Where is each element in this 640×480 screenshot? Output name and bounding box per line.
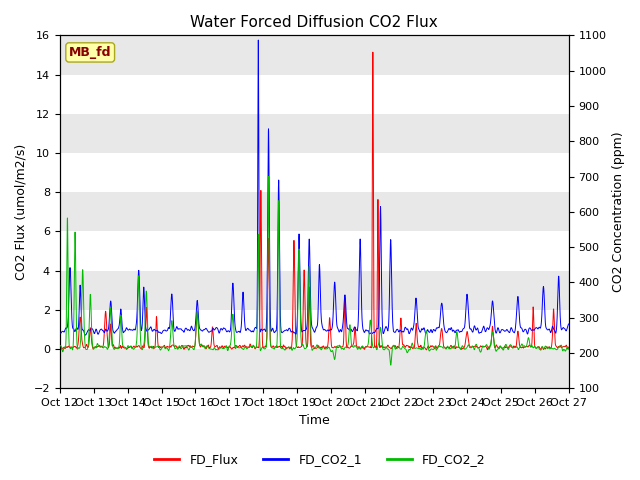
- Bar: [60, 349, 569, 388]
- Title: Water Forced Diffusion CO2 Flux: Water Forced Diffusion CO2 Flux: [190, 15, 438, 30]
- Bar: [60, 271, 569, 310]
- Y-axis label: CO2 Concentration (ppm): CO2 Concentration (ppm): [612, 132, 625, 292]
- Bar: [60, 114, 569, 153]
- Y-axis label: CO2 Flux (umol/m2/s): CO2 Flux (umol/m2/s): [15, 144, 28, 280]
- X-axis label: Time: Time: [299, 414, 330, 427]
- Text: MB_fd: MB_fd: [69, 46, 111, 59]
- Bar: [60, 192, 569, 231]
- Bar: [60, 36, 569, 74]
- Legend: FD_Flux, FD_CO2_1, FD_CO2_2: FD_Flux, FD_CO2_1, FD_CO2_2: [149, 448, 491, 471]
